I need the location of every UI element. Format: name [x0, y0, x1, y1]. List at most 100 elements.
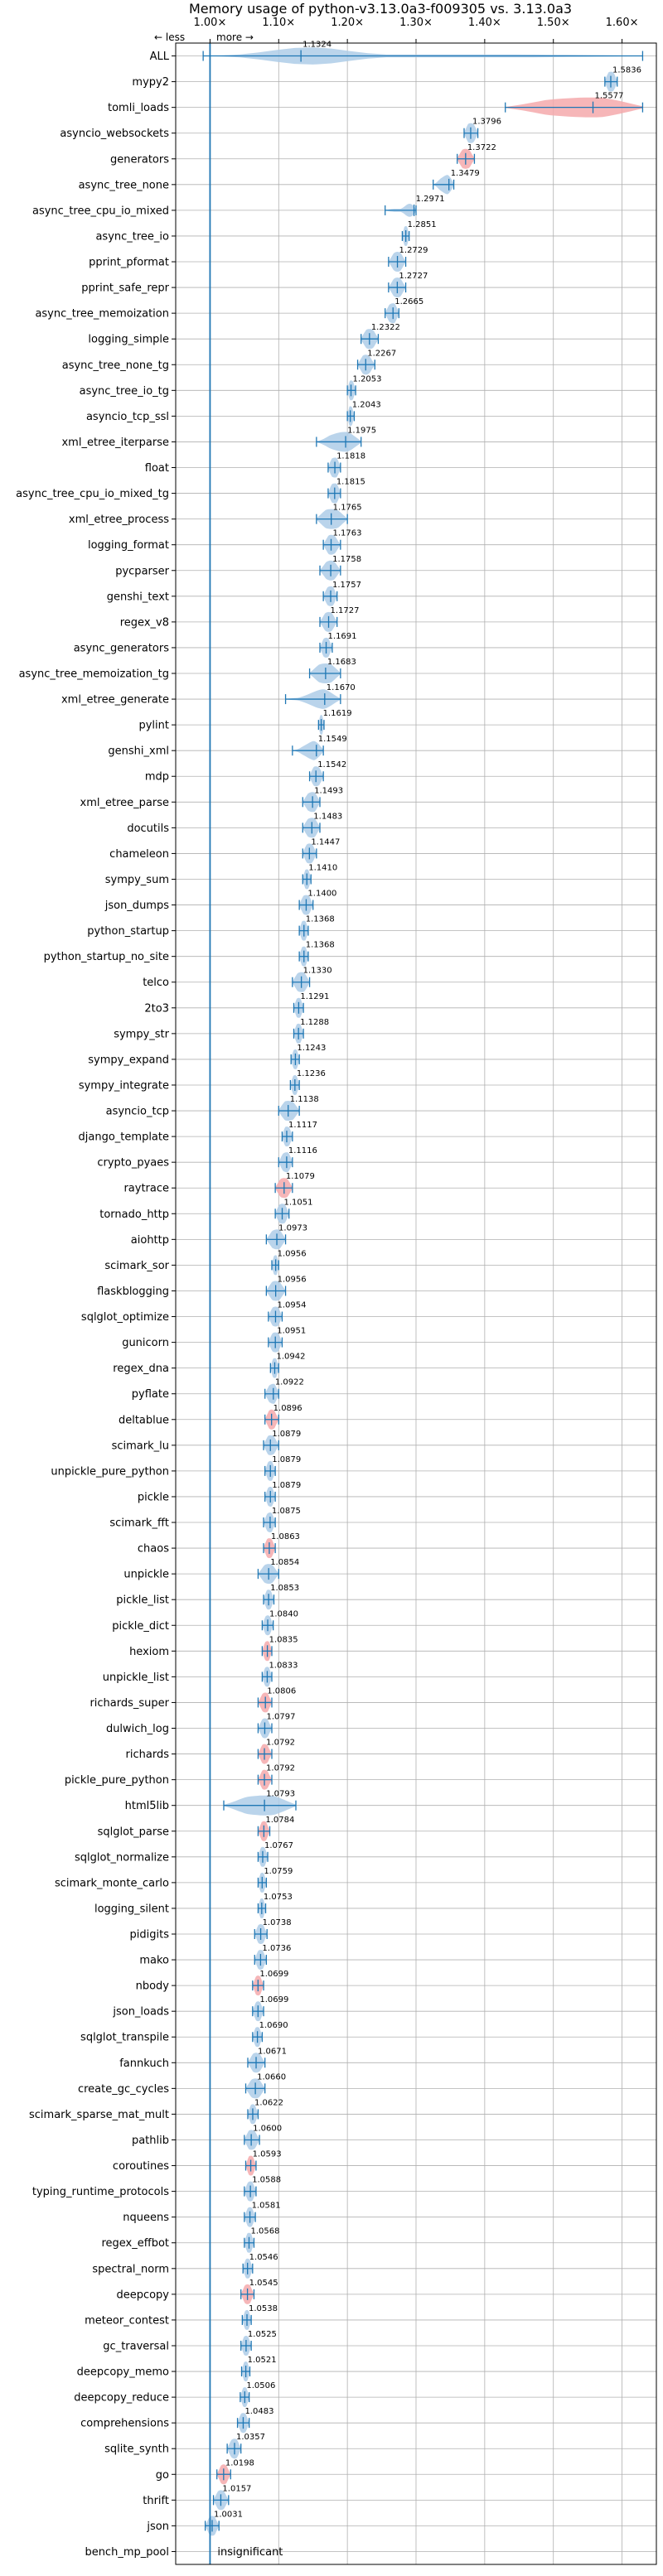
value-label: 1.0833: [269, 1661, 298, 1670]
value-label: 1.1619: [323, 709, 352, 718]
y-tick-label: coroutines: [113, 2160, 169, 2173]
y-tick-label: async_tree_io: [95, 230, 169, 243]
x-tick-label: 1.40×: [468, 17, 501, 29]
value-label: 1.0699: [259, 1970, 288, 1979]
chart-title: Memory usage of python-v3.13.0a3-f009305…: [189, 1, 572, 17]
value-label: 1.1117: [288, 1121, 317, 1130]
plot-frame: [175, 42, 657, 2565]
value-label: 1.2053: [353, 374, 382, 384]
y-tick-label: fannkuch: [119, 2057, 169, 2070]
value-label: 1.0506: [246, 2381, 275, 2390]
value-label: 1.2729: [399, 246, 428, 255]
y-tick-label: chaos: [138, 1543, 169, 1556]
y-tick-label: json_loads: [112, 2006, 169, 2019]
value-label: 1.1288: [300, 1018, 329, 1027]
x-tick-label: 1.20×: [331, 17, 364, 29]
y-tick-label: scimark_sor: [104, 1260, 169, 1272]
y-tick-label: raytrace: [123, 1183, 169, 1195]
value-label: 1.3796: [472, 118, 501, 127]
value-label: 1.0793: [266, 1790, 295, 1799]
value-label: 1.0956: [278, 1249, 307, 1258]
x-tick-label: 1.60×: [606, 17, 639, 29]
y-tick-label: logging_format: [88, 539, 169, 552]
value-label: 1.1549: [318, 735, 347, 744]
value-label: 1.0973: [278, 1223, 307, 1233]
y-tick-label: xml_etree_process: [69, 514, 169, 526]
value-label: 1.1291: [300, 992, 329, 1001]
y-tick-label: go: [156, 2469, 169, 2482]
value-label: 1.0690: [259, 2021, 288, 2030]
value-label: 1.1051: [284, 1198, 313, 1207]
value-label: 1.1447: [311, 837, 340, 847]
y-tick-label: scimark_monte_carlo: [55, 1877, 169, 1889]
more-label: more →: [216, 31, 254, 43]
y-tick-label: pprint_pformat: [89, 257, 169, 269]
value-label: 1.0699: [259, 1995, 288, 2004]
x-tick-label: 1.30×: [399, 17, 433, 29]
y-tick-label: scimark_lu: [112, 1440, 169, 1452]
y-tick-label: float: [145, 462, 169, 475]
value-label: 1.5577: [595, 92, 624, 101]
y-tick-label: gc_traversal: [103, 2340, 169, 2352]
y-tick-label: mdp: [145, 771, 169, 784]
y-tick-label: aiohttp: [131, 1234, 169, 1247]
value-label: 1.0863: [271, 1532, 300, 1541]
y-tick-label: hexiom: [129, 1646, 169, 1658]
y-tick-label: deepcopy_memo: [77, 2366, 169, 2379]
y-tick-label: html5lib: [125, 1800, 169, 1812]
y-tick-label: gunicorn: [122, 1337, 169, 1349]
value-label: 1.0671: [258, 2047, 287, 2056]
y-tick-label: unpickle_pure_python: [51, 1465, 169, 1478]
y-tick-label: xml_etree_generate: [61, 694, 169, 707]
y-tick-label: logging_simple: [88, 334, 169, 346]
y-tick-label: pylint: [138, 720, 169, 732]
y-tick-label: sqlglot_parse: [98, 1826, 169, 1838]
y-tick-label: create_gc_cycles: [78, 2083, 169, 2096]
gridlines: [176, 43, 656, 2564]
y-tick-label: telco: [143, 977, 169, 989]
y-tick-label: asyncio_websockets: [60, 128, 169, 140]
value-label: 1.2043: [352, 400, 381, 409]
y-tick-label: bench_mp_pool: [85, 2546, 169, 2559]
y-tick-label: async_tree_memoization_tg: [19, 668, 169, 681]
value-label: 1.1758: [332, 555, 361, 564]
value-label: 1.0784: [265, 1816, 294, 1825]
value-label: 1.0738: [263, 1918, 292, 1927]
y-tick-label: genshi_text: [107, 591, 169, 603]
y-tick-label: async_tree_none_tg: [62, 359, 169, 372]
value-label: 1.1138: [290, 1095, 319, 1104]
y-tick-label: typing_runtime_protocols: [32, 2186, 169, 2198]
y-tick-label: json: [146, 2521, 169, 2533]
y-tick-label: python_startup_no_site: [44, 951, 169, 963]
value-label: 1.1483: [313, 812, 342, 821]
value-label: 1.0759: [264, 1867, 293, 1876]
value-label: 1.0521: [248, 2356, 277, 2365]
value-label: 1.0545: [249, 2279, 278, 2288]
y-tick-label: docutils: [127, 822, 169, 835]
value-label: 1.2665: [394, 297, 423, 306]
value-label: 1.1691: [328, 632, 357, 641]
value-label: 1.1493: [314, 786, 343, 795]
value-label: 1.1670: [327, 683, 356, 692]
less-label: ← less: [154, 31, 185, 43]
y-tick-label: meteor_contest: [85, 2314, 169, 2327]
y-tick-label: nqueens: [123, 2212, 169, 2224]
value-label: 1.0546: [249, 2253, 278, 2262]
y-tick-label: asyncio_tcp: [106, 1106, 169, 1118]
value-label: 1.0896: [273, 1404, 302, 1413]
y-tick-label: unpickle_list: [103, 1672, 169, 1684]
y-tick-label: tomli_loads: [108, 102, 169, 114]
y-tick-label: richards: [126, 1749, 170, 1761]
value-label: 1.0922: [275, 1378, 304, 1387]
value-label: 1.0525: [248, 2330, 277, 2339]
y-tick-label: tornado_http: [99, 1208, 169, 1221]
value-label: 1.2727: [399, 272, 428, 281]
value-label: 1.1683: [327, 658, 356, 667]
y-tick-label: dulwich_log: [106, 1723, 169, 1735]
y-tick-label: sympy_expand: [88, 1054, 169, 1066]
value-label: 1.0853: [270, 1584, 299, 1593]
value-label: 1.0879: [272, 1455, 301, 1464]
y-tick-label: async_generators: [74, 642, 170, 654]
violins: 1.1324 1.5836 1.5577 1.3796 1.3722 1.3479 1.29…: [202, 41, 644, 2564]
